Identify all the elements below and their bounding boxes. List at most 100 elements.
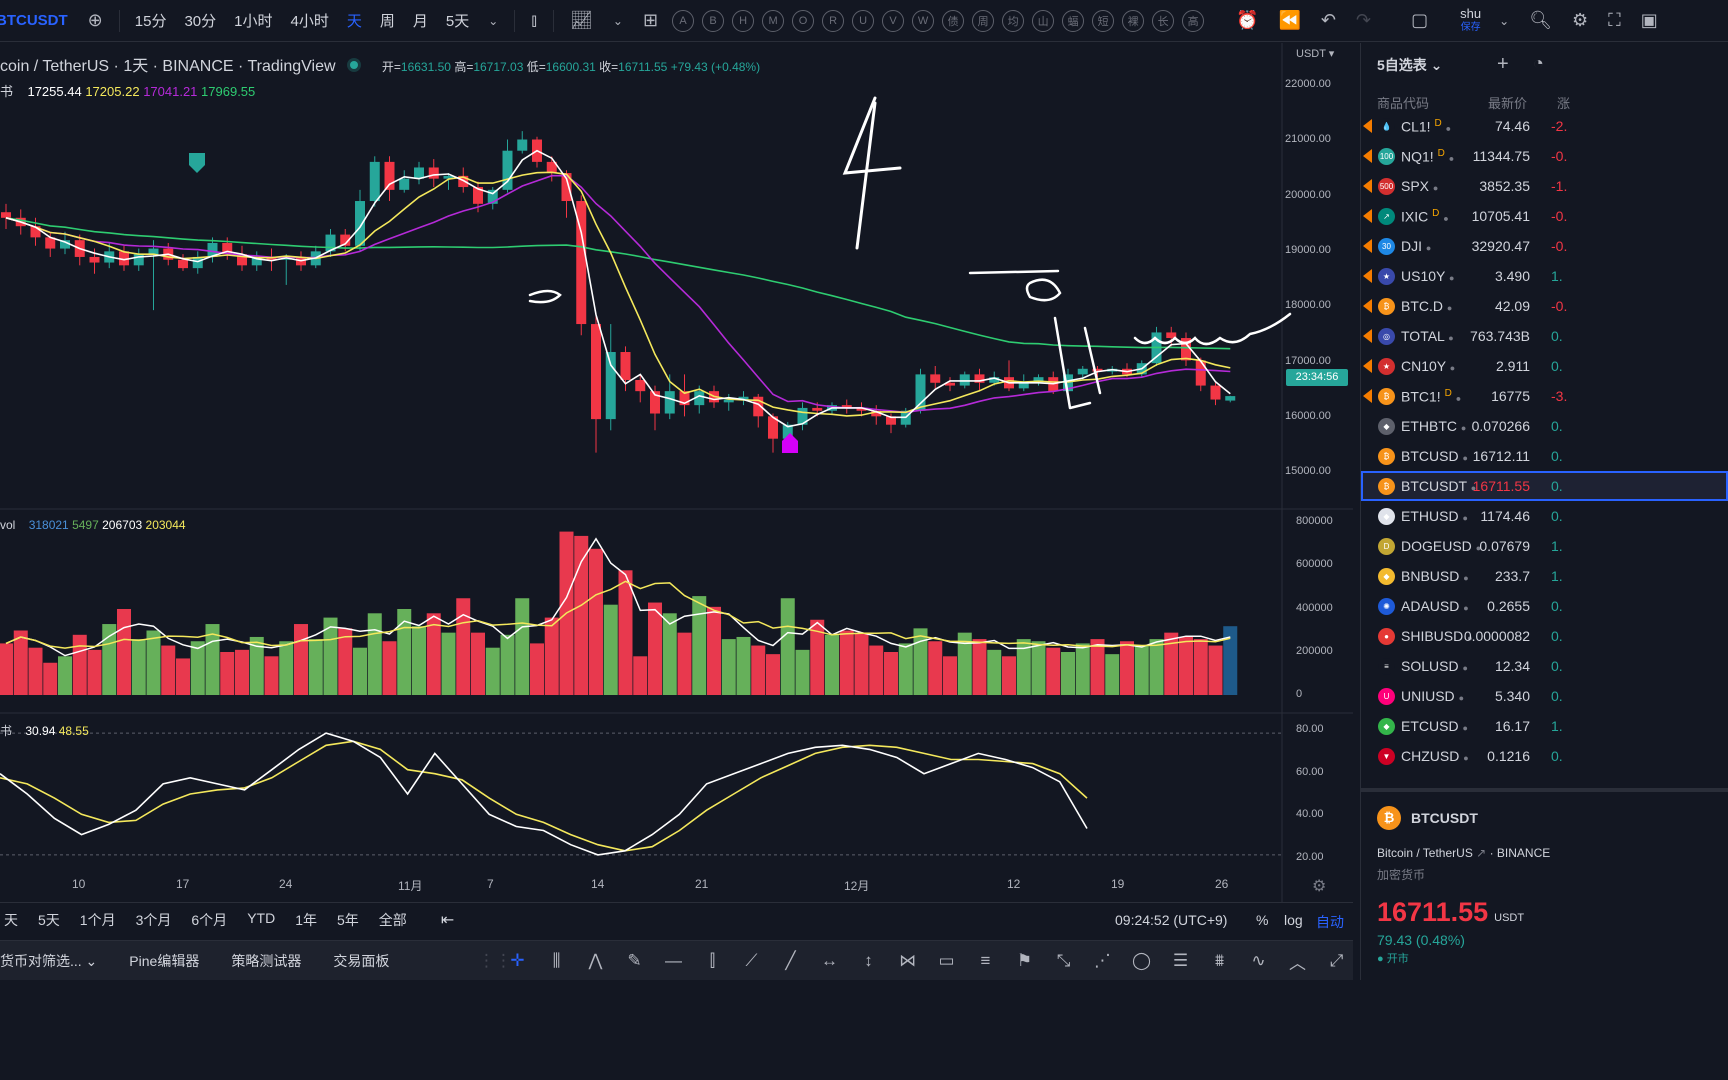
pattern-tool-icon[interactable]: 短 xyxy=(1092,9,1115,32)
percent-toggle[interactable]: % xyxy=(1256,912,1269,928)
flag-icon[interactable] xyxy=(1363,149,1372,163)
flag-icon[interactable] xyxy=(1363,389,1372,403)
clock[interactable]: 09:24:52 (UTC+9) xyxy=(1115,912,1228,928)
interval-option[interactable]: 15分 xyxy=(134,13,167,30)
expand-icon[interactable]: ⛶ xyxy=(1608,10,1621,30)
interval-option[interactable]: 周 xyxy=(379,13,395,30)
tab-pine-editor[interactable]: Pine编辑器 xyxy=(129,952,200,969)
gann-icon[interactable]: ☰ xyxy=(1172,951,1189,970)
pattern-tool-icon[interactable]: 债 xyxy=(942,9,965,32)
range-option[interactable]: 天 xyxy=(4,911,18,928)
watchlist-row[interactable]: 30 DJI ● 32920.47 -0. xyxy=(1361,231,1728,261)
watchlist-row[interactable]: ◎ TOTAL ● 763.743B 0. xyxy=(1361,321,1728,351)
fib-fan-icon[interactable]: ⩩ xyxy=(1214,951,1225,970)
alert-clock-icon[interactable]: ⏰ xyxy=(1236,10,1259,30)
flag-icon[interactable]: ⚑ xyxy=(1016,951,1033,970)
brush-icon[interactable]: ✎ xyxy=(627,951,642,970)
flag-icon[interactable] xyxy=(1363,119,1372,133)
pitchfork-icon[interactable]: ⋰ xyxy=(1094,951,1111,970)
maximize-icon[interactable]: ⤢ xyxy=(1329,951,1344,970)
range-option[interactable]: 1年 xyxy=(295,911,317,928)
watchlist-row[interactable]: U UNIUSD ● 5.340 0. xyxy=(1361,681,1728,711)
range-option[interactable]: 3个月 xyxy=(135,911,172,928)
pattern-tool-icon[interactable]: 长 xyxy=(1152,9,1175,32)
range-option[interactable]: 6个月 xyxy=(191,911,228,928)
pattern-tool-icon[interactable]: V xyxy=(882,9,905,32)
interval-option[interactable]: 1小时 xyxy=(234,13,273,30)
candle-style-icon[interactable]: ⫾ xyxy=(531,10,538,30)
watchlist-row[interactable]: 100 NQ1! D ● 11344.75 -0. xyxy=(1361,141,1728,171)
gear-icon[interactable]: ⚙ xyxy=(1572,10,1589,30)
candle-icon[interactable]: ⫼ xyxy=(552,951,561,970)
watchlist-row[interactable]: ≡ SOLUSD ● 12.34 0. xyxy=(1361,651,1728,681)
column-symbol[interactable]: 商品代码 xyxy=(1377,95,1430,111)
watchlist-row[interactable]: ◆ ETCUSD ● 16.17 1. xyxy=(1361,711,1728,741)
watchlist-row[interactable]: ✺ ADAUSD ● 0.2655 0. xyxy=(1361,591,1728,621)
trendline-icon[interactable]: ╱ xyxy=(785,951,796,970)
rectangle-icon[interactable]: ▭ xyxy=(938,951,955,970)
hline-icon[interactable]: — xyxy=(665,951,682,970)
interval-option[interactable]: 30分 xyxy=(184,13,217,30)
xabcd-icon[interactable]: ⋈ xyxy=(899,951,916,970)
interval-option[interactable]: 5天 xyxy=(445,13,470,30)
pattern-tool-icon[interactable]: 均 xyxy=(1002,9,1025,32)
watchlist-selector[interactable]: 5自选表 ⌄ xyxy=(1377,57,1443,73)
chevron-down-icon[interactable]: ⌄ xyxy=(1499,13,1510,28)
elliott-icon[interactable]: ∿ xyxy=(1251,951,1266,970)
layout-grid-icon[interactable]: ⊞ xyxy=(642,10,659,30)
range-icon[interactable]: ↔ xyxy=(821,951,838,970)
pattern-tool-icon[interactable]: U xyxy=(852,9,875,32)
log-toggle[interactable]: log xyxy=(1284,912,1303,928)
watchlist-row[interactable]: 500 SPX ● 3852.35 -1. xyxy=(1361,171,1728,201)
detail-symbol[interactable]: BTCUSDT xyxy=(1411,810,1478,826)
range-option[interactable]: 5年 xyxy=(336,911,359,928)
flag-icon[interactable] xyxy=(1363,359,1372,373)
add-symbol-icon[interactable]: + xyxy=(1497,53,1509,75)
add-symbol-icon[interactable]: ⊕ xyxy=(87,10,103,30)
flag-icon[interactable] xyxy=(1363,269,1372,283)
flag-icon[interactable] xyxy=(1363,239,1372,253)
user-menu[interactable]: shu 保存 xyxy=(1452,6,1489,35)
pattern-tool-icon[interactable]: M xyxy=(762,9,785,32)
watchlist-row[interactable]: ₿ BTC1! D ● 16775 -3. xyxy=(1361,381,1728,411)
ellipse-icon[interactable]: ◯ xyxy=(1131,951,1152,970)
chart-canvas[interactable] xyxy=(0,43,1353,903)
pattern-tool-icon[interactable]: 周 xyxy=(972,9,995,32)
pattern-tool-icon[interactable]: A xyxy=(672,9,695,32)
column-change[interactable]: 涨 xyxy=(1557,95,1571,111)
watchlist-row[interactable]: ↗ IXIC D ● 10705.41 -0. xyxy=(1361,201,1728,231)
watchlist-row[interactable]: ▼ CHZUSD ● 0.1216 0. xyxy=(1361,741,1728,771)
watchlist-row[interactable]: D DOGEUSD ● 0.07679 1. xyxy=(1361,531,1728,561)
crosshair-icon[interactable]: ✛ xyxy=(510,951,525,970)
watchlist-row[interactable]: ★ CN10Y ● 2.911 0. xyxy=(1361,351,1728,381)
pattern-icon[interactable]: ⋀ xyxy=(588,951,603,970)
tab-trading-panel[interactable]: 交易面板 xyxy=(333,952,390,969)
fib-icon[interactable]: ≡ xyxy=(980,951,991,970)
pattern-tool-icon[interactable]: O xyxy=(792,9,815,32)
drag-handle-icon[interactable]: ⋮⋮ xyxy=(478,951,512,970)
fullscreen-layout-icon[interactable]: ▢ xyxy=(1411,10,1429,30)
channel-icon[interactable]: ⫿ xyxy=(709,951,716,970)
chart-area[interactable] xyxy=(0,43,1353,991)
redo-icon[interactable]: ↷ xyxy=(1356,10,1372,30)
replay-icon[interactable]: ⏪ xyxy=(1278,10,1301,30)
pattern-tool-icon[interactable]: 蝠 xyxy=(1062,9,1085,32)
pattern-tool-icon[interactable]: 裸 xyxy=(1122,9,1145,32)
watchlist-row[interactable]: ◆ ETHBTC ● 0.070266 0. xyxy=(1361,411,1728,441)
goto-date-icon[interactable]: ⇤ xyxy=(440,911,455,929)
gear-icon[interactable]: ⚙ xyxy=(1312,878,1327,895)
pattern-tool-icon[interactable]: 高 xyxy=(1182,9,1205,32)
watchlist-row[interactable]: ₿ BTCUSD ● 16712.11 0. xyxy=(1361,441,1728,471)
pattern-tool-icon[interactable]: W xyxy=(912,9,935,32)
ray-icon[interactable]: ⟋ xyxy=(745,951,758,970)
pattern-tool-icon[interactable]: 山 xyxy=(1032,9,1055,32)
pattern-tool-icon[interactable]: B xyxy=(702,9,725,32)
indicators-icon[interactable]: 📈︎ xyxy=(570,10,593,30)
auto-toggle[interactable]: 自动 xyxy=(1316,914,1344,930)
save-label[interactable]: 保存 xyxy=(1460,21,1481,33)
symbol-search[interactable]: BTCUSDT xyxy=(0,12,68,29)
flag-icon[interactable] xyxy=(1363,329,1372,343)
tab-strategy-tester[interactable]: 策略测试器 xyxy=(231,952,302,969)
pattern-tool-icon[interactable]: H xyxy=(732,9,755,32)
watchlist-row[interactable]: ₿ BTC.D ● 42.09 -0. xyxy=(1361,291,1728,321)
